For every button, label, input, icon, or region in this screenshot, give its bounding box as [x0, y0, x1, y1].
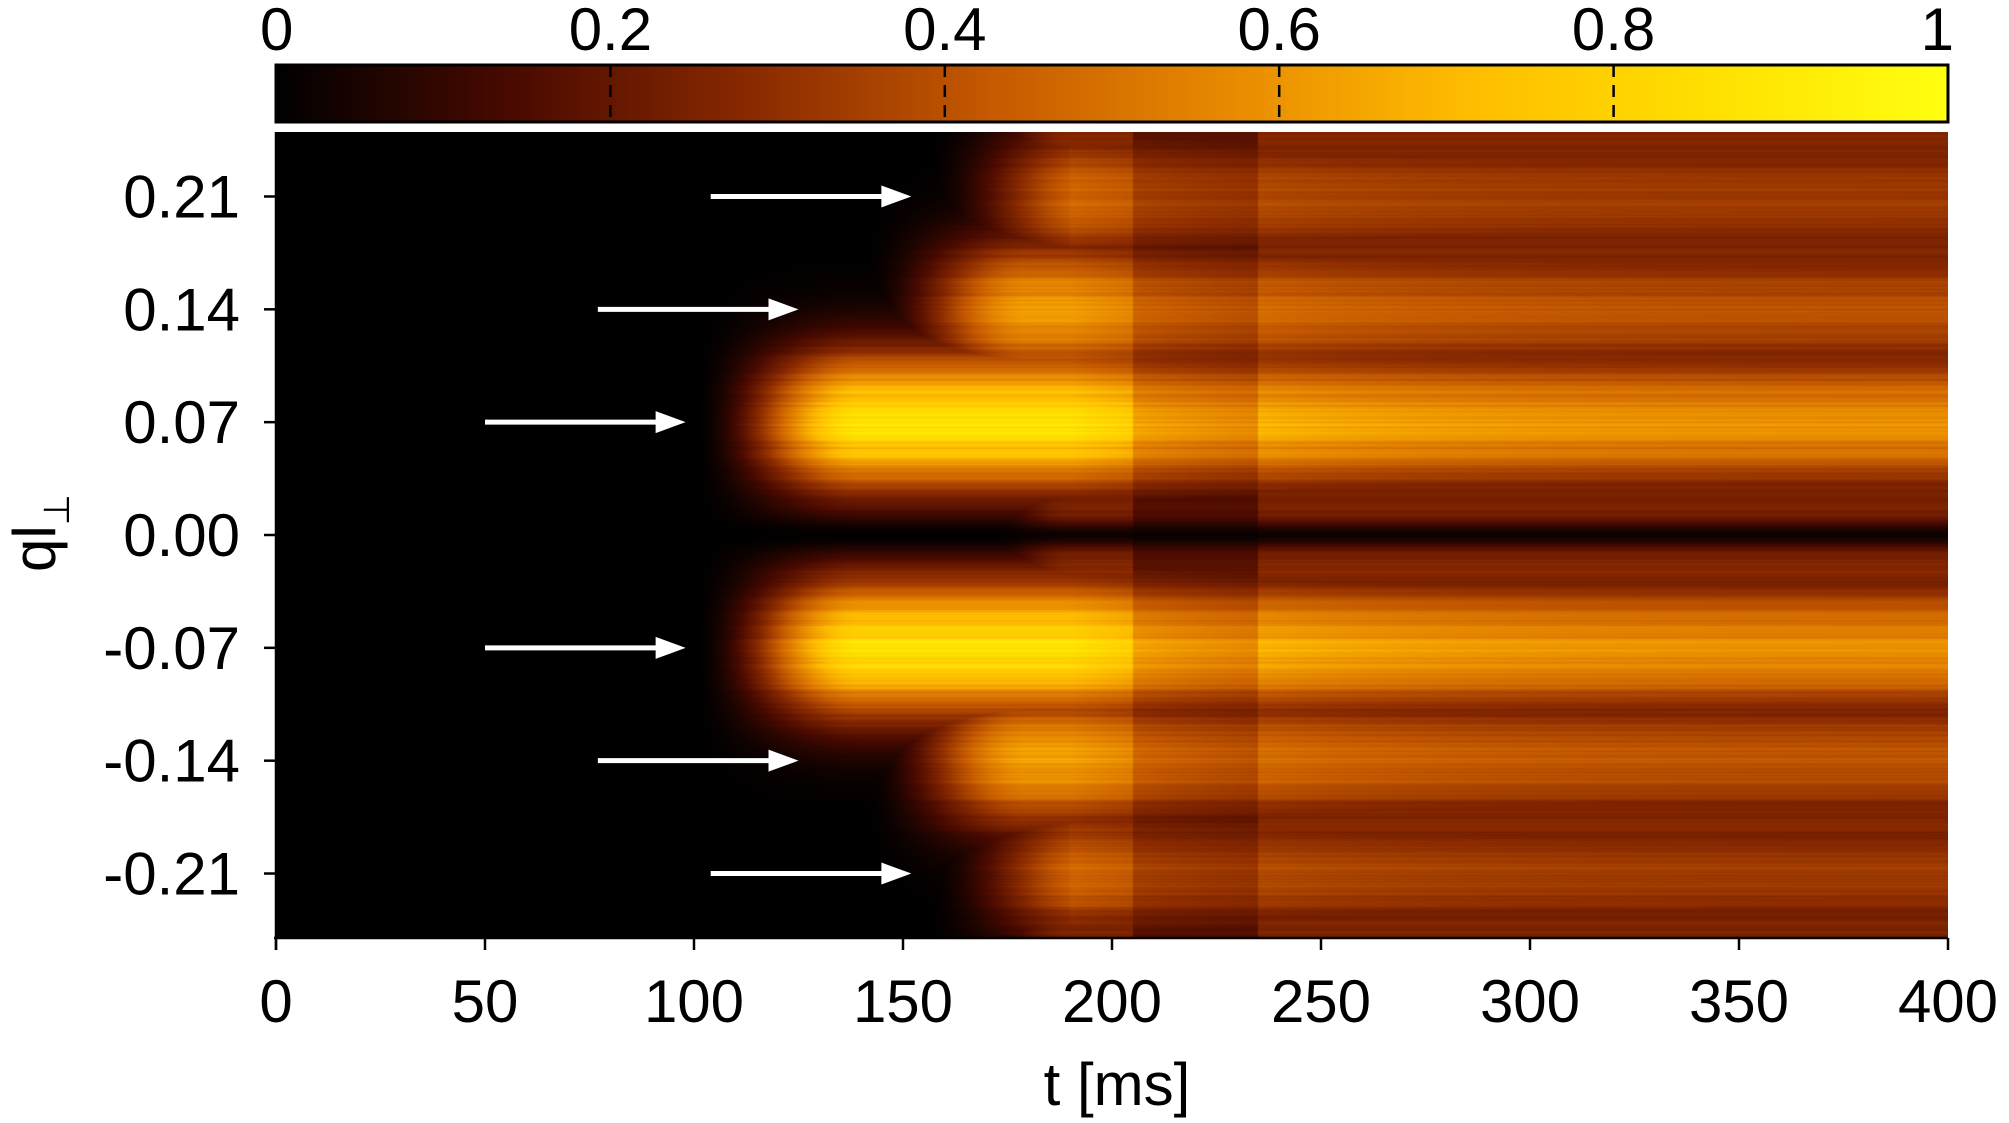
y-tick-label: 0.00	[123, 502, 240, 569]
x-tick-label: 100	[644, 968, 744, 1035]
arrow-annotation	[597, 298, 799, 321]
arrow-annotation	[710, 185, 912, 208]
arrow-annotation	[485, 411, 686, 434]
x-tick-label: 200	[1062, 968, 1162, 1035]
colorbar-tick-label: 1	[1921, 0, 1954, 63]
axes: 0 50 100 150 200 250 300 350 400 0.21 0.14 0.07 0.00…	[103, 132, 1998, 1035]
colorbar-tick-label: 0	[260, 0, 293, 63]
y-tick-label: -0.14	[103, 728, 240, 795]
colorbar-tick-label: 0.8	[1572, 0, 1655, 63]
x-tick-label: 350	[1689, 968, 1789, 1035]
x-tick-label: 50	[452, 968, 519, 1035]
x-tick-label: 300	[1480, 968, 1580, 1035]
arrow-head	[881, 185, 912, 208]
arrow-head	[655, 411, 686, 434]
x-tick-label: 150	[853, 968, 953, 1035]
heatmap-plot-area	[276, 132, 1948, 938]
x-tick-label: 250	[1271, 968, 1371, 1035]
y-axis-label-subscript: ⊥	[36, 494, 77, 525]
x-tick-label: 0	[259, 968, 292, 1035]
arrow-annotation	[710, 862, 912, 885]
arrow-annotation	[485, 636, 686, 659]
colorbar-tick-label: 0.4	[903, 0, 986, 63]
y-tick-label: 0.21	[123, 163, 240, 230]
y-axis-label-main: ql	[1, 525, 68, 572]
x-axis-label: t [ms]	[1044, 1051, 1191, 1118]
x-tick-label: 400	[1898, 968, 1998, 1035]
colorbar: 0 0.2 0.4 0.6 0.8 1	[260, 0, 1954, 124]
colorbar-bar	[274, 63, 1950, 124]
arrow-head	[655, 636, 686, 659]
annotation-arrows	[485, 185, 912, 885]
arrow-head	[881, 862, 912, 885]
heatmap-image	[276, 132, 1948, 938]
colorbar-tick-label: 0.2	[569, 0, 652, 63]
arrow-annotation	[597, 749, 799, 772]
y-tick-label: 0.14	[123, 276, 240, 343]
arrow-head	[768, 298, 799, 321]
y-axis-label: ql⊥	[1, 494, 77, 572]
y-tick-label: -0.21	[103, 841, 240, 908]
y-tick-label: -0.07	[103, 615, 240, 682]
arrow-head	[768, 749, 799, 772]
y-tick-label: 0.07	[123, 389, 240, 456]
colorbar-tick-label: 0.6	[1237, 0, 1320, 63]
